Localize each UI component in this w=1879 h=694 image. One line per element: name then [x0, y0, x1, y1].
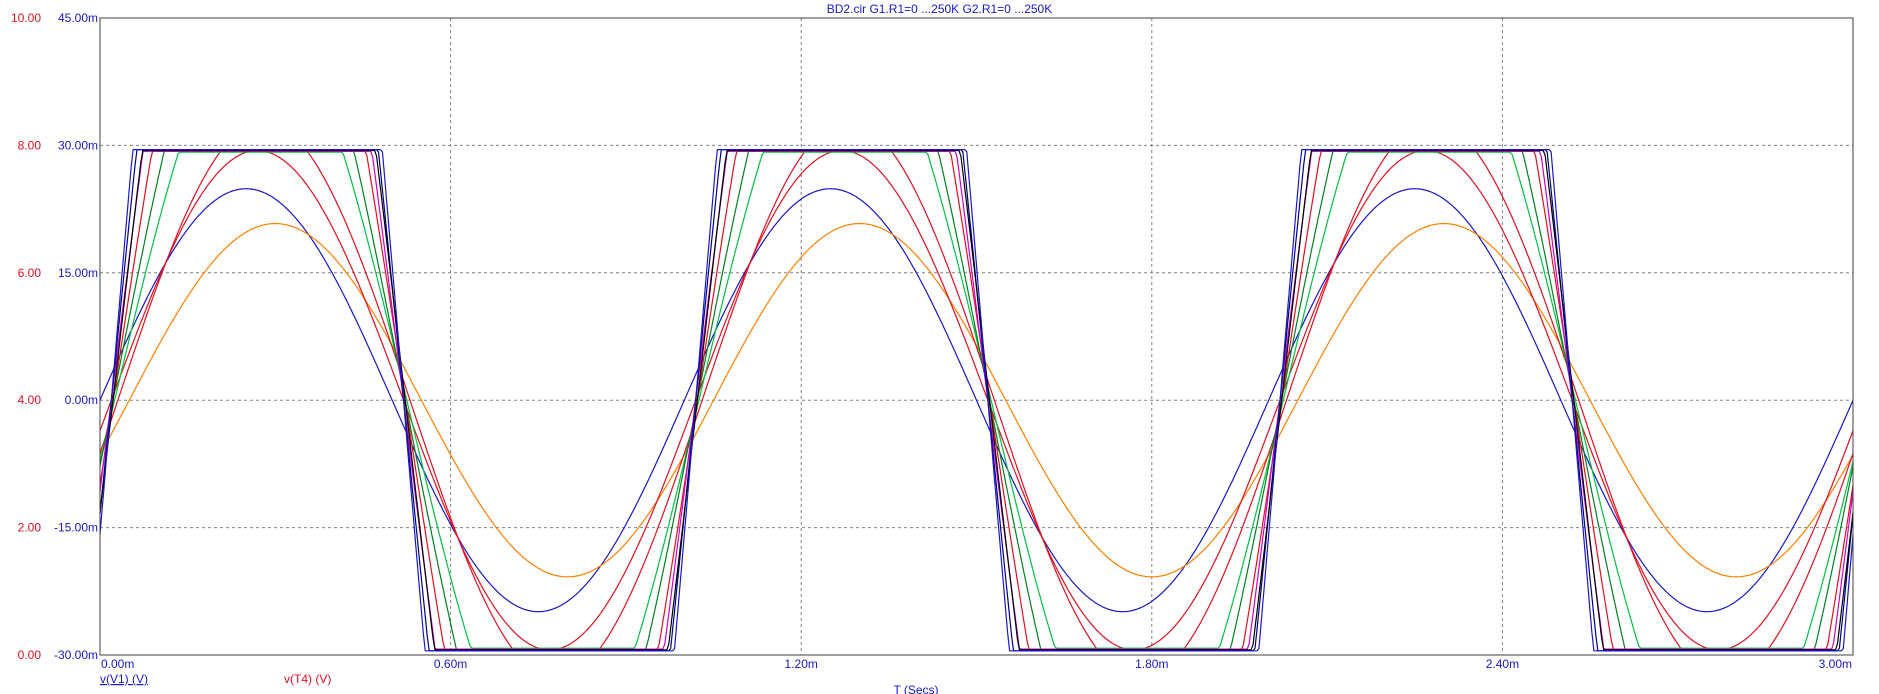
chart-title: BD2.cir G1.R1=0 ...250K G2.R1=0 ...250K [826, 2, 1053, 16]
series-line-4 [99, 151, 1854, 649]
series-line-7 [99, 150, 1854, 650]
right-axis-tick-label: -30.00m [54, 648, 98, 662]
x-axis-label: T (Secs) [893, 683, 938, 694]
left-axis-ticks: 0.00 2.00 4.00 6.00 8.00 10.00 [11, 11, 41, 662]
x-axis-tick-label: 2.40m [1486, 657, 1519, 671]
right-axis-tick-label: 30.00m [58, 138, 98, 152]
left-axis-tick-label: 8.00 [18, 138, 42, 152]
right-axis-ticks: -30.00m -15.00m 0.00m 15.00m 30.00m 45.00m [54, 11, 98, 662]
legend-entry: v(V1) (V) [100, 672, 148, 686]
x-axis-tick-label: 1.80m [1135, 657, 1168, 671]
plot-frame [99, 17, 1854, 656]
series-line-3 [99, 149, 1854, 651]
series-line-2 [99, 149, 1854, 651]
x-axis-tick-label: 3.00m [1819, 657, 1852, 671]
left-axis-tick-label: 4.00 [18, 393, 42, 407]
x-axis-tick-label: 0.60m [434, 657, 467, 671]
x-axis-tick-label: 1.20m [785, 657, 818, 671]
left-axis-tick-label: 2.00 [18, 521, 42, 535]
x-axis-tick-label: 0.00m [101, 657, 134, 671]
right-axis-tick-label: -15.00m [54, 521, 98, 535]
series-line-9 [99, 149, 1854, 651]
series-line-0 [99, 188, 1854, 613]
x-axis-ticks: 0.00m 0.60m 1.20m 1.80m 2.40m 3.00m [101, 657, 1852, 671]
series-line-6 [99, 150, 1854, 650]
series-group [99, 149, 1854, 652]
legend: v(V1) (V) v(T4) (V) [100, 672, 331, 686]
legend-entry: v(T4) (V) [284, 672, 331, 686]
left-axis-tick-label: 6.00 [18, 266, 42, 280]
series-line-5 [99, 149, 1854, 651]
left-axis-tick-label: 10.00 [11, 11, 41, 25]
right-axis-tick-label: 0.00m [65, 393, 98, 407]
right-axis-tick-label: 15.00m [58, 266, 98, 280]
right-axis-tick-label: 45.00m [58, 11, 98, 25]
left-axis-tick-label: 0.00 [18, 648, 42, 662]
series-line-10 [99, 149, 1854, 652]
